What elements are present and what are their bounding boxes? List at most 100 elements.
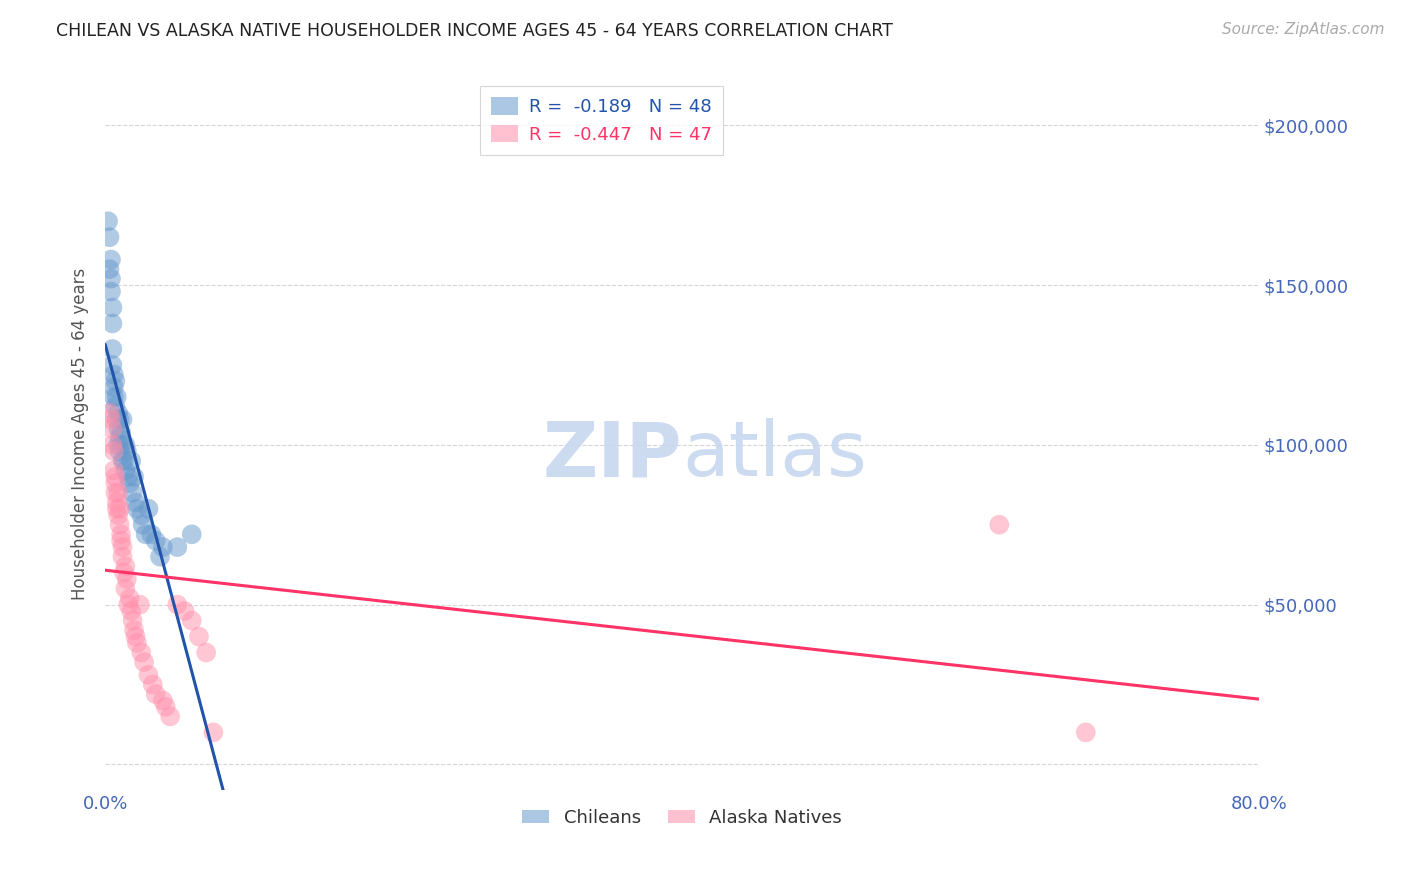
Point <box>117 470 139 484</box>
Point <box>107 508 129 523</box>
Point <box>107 485 129 500</box>
Text: CHILEAN VS ALASKA NATIVE HOUSEHOLDER INCOME AGES 45 - 64 YEARS CORRELATION CHART: CHILEAN VS ALASKA NATIVE HOUSEHOLDER INC… <box>56 22 893 40</box>
Point <box>131 517 153 532</box>
Point <box>104 485 127 500</box>
Point <box>145 687 167 701</box>
Point <box>103 463 125 477</box>
Point <box>141 527 163 541</box>
Point <box>166 540 188 554</box>
Point <box>149 549 172 564</box>
Point <box>107 438 129 452</box>
Text: Source: ZipAtlas.com: Source: ZipAtlas.com <box>1222 22 1385 37</box>
Point <box>114 438 136 452</box>
Point <box>115 444 138 458</box>
Point <box>108 444 131 458</box>
Point <box>135 527 157 541</box>
Point <box>112 454 135 468</box>
Point <box>105 412 128 426</box>
Point <box>101 317 124 331</box>
Point <box>111 412 134 426</box>
Point <box>101 358 124 372</box>
Legend: Chileans, Alaska Natives: Chileans, Alaska Natives <box>515 802 849 834</box>
Point <box>121 485 143 500</box>
Point <box>115 572 138 586</box>
Point <box>103 368 125 382</box>
Point <box>110 533 132 548</box>
Point <box>100 412 122 426</box>
Point <box>180 614 202 628</box>
Point <box>129 508 152 523</box>
Point <box>110 425 132 439</box>
Point <box>122 470 145 484</box>
Text: atlas: atlas <box>682 418 868 492</box>
Point <box>159 709 181 723</box>
Point <box>114 582 136 596</box>
Point <box>98 262 121 277</box>
Point <box>104 400 127 414</box>
Point <box>118 591 141 606</box>
Point <box>180 527 202 541</box>
Point <box>111 540 134 554</box>
Y-axis label: Householder Income Ages 45 - 64 years: Householder Income Ages 45 - 64 years <box>72 268 89 599</box>
Point <box>152 540 174 554</box>
Point <box>112 566 135 580</box>
Point <box>108 432 131 446</box>
Point <box>110 438 132 452</box>
Point <box>97 214 120 228</box>
Point <box>100 285 122 299</box>
Point <box>114 559 136 574</box>
Point <box>145 533 167 548</box>
Point <box>107 406 129 420</box>
Point <box>988 517 1011 532</box>
Point <box>104 470 127 484</box>
Point <box>103 390 125 404</box>
Point <box>128 598 150 612</box>
Point <box>104 476 127 491</box>
Point <box>125 636 148 650</box>
Point <box>173 604 195 618</box>
Point <box>108 501 131 516</box>
Point <box>118 476 141 491</box>
Point <box>103 380 125 394</box>
Point <box>120 454 142 468</box>
Point <box>104 374 127 388</box>
Point <box>98 406 121 420</box>
Point <box>202 725 225 739</box>
Point <box>134 655 156 669</box>
Point <box>122 623 145 637</box>
Point <box>98 230 121 244</box>
Point <box>105 390 128 404</box>
Point <box>142 677 165 691</box>
Point <box>117 598 139 612</box>
Point <box>121 614 143 628</box>
Point <box>195 646 218 660</box>
Point <box>101 438 124 452</box>
Point <box>124 630 146 644</box>
Point <box>100 271 122 285</box>
Point <box>166 598 188 612</box>
Point <box>187 630 209 644</box>
Point <box>108 517 131 532</box>
Point <box>138 501 160 516</box>
Point <box>103 444 125 458</box>
Point <box>111 549 134 564</box>
Point <box>111 454 134 468</box>
Point <box>1074 725 1097 739</box>
Point <box>101 422 124 436</box>
Point <box>101 342 124 356</box>
Point <box>124 495 146 509</box>
Point <box>114 463 136 477</box>
Point <box>105 495 128 509</box>
Point <box>152 693 174 707</box>
Point <box>138 668 160 682</box>
Point <box>125 501 148 516</box>
Point <box>107 422 129 436</box>
Point <box>101 301 124 315</box>
Text: ZIP: ZIP <box>543 418 682 492</box>
Point <box>155 699 177 714</box>
Point <box>110 527 132 541</box>
Point <box>129 646 152 660</box>
Point <box>120 604 142 618</box>
Point <box>105 501 128 516</box>
Point <box>100 252 122 267</box>
